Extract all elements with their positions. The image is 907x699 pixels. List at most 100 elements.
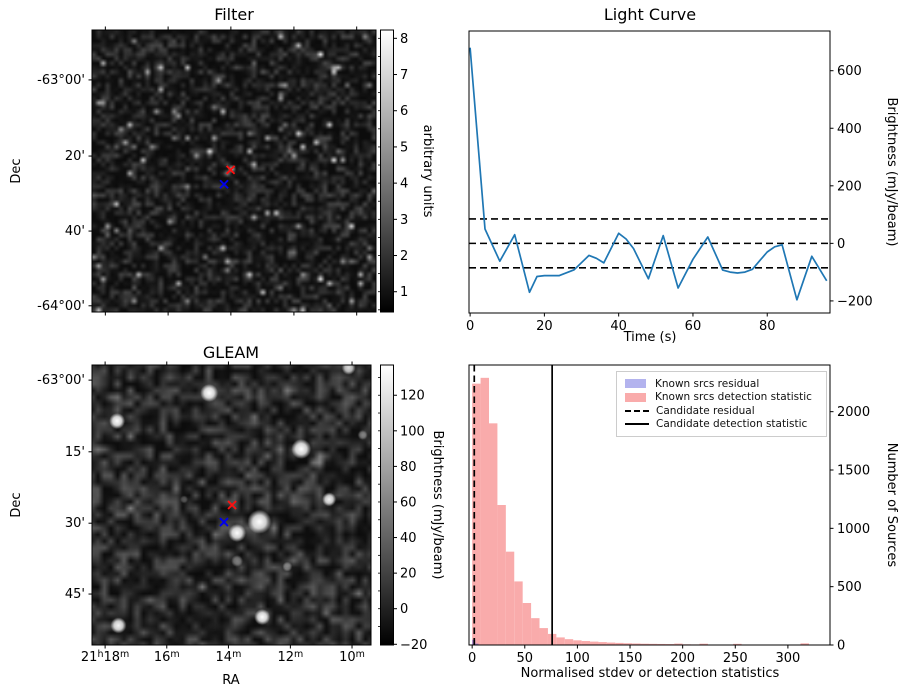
gleam-ytick-label: 30' [65,516,85,531]
histogram-detection-bar [556,637,565,645]
histogram-axes-frame [468,364,831,646]
histogram-detection-bar [657,643,666,645]
histogram-ytick-label: 1500 [837,464,870,479]
lightcurve-xtick-label: 20 [536,319,553,334]
histogram-xtick-label: 50 [517,651,534,666]
generated-chart-layer: -63°00' 20' 40' -64°00' 21h18m 16m 14m 12m 10m -6… [37,26,873,666]
gleam-ylabel: Dec [9,492,24,517]
histogram-detection-bar [505,551,515,645]
filter-colorbar-gradient [380,30,394,312]
histogram-detection-bar [539,628,548,645]
legend-solid-line-sample [625,423,649,426]
gleam-xtick-label: 16m [154,649,180,665]
lightcurve-ylabel: Brightness (mJy/beam) [884,98,899,247]
lightcurve-ytick-label: −200 [837,294,873,309]
histogram-detection-bar [615,642,624,645]
legend-label: Candidate residual [656,404,755,417]
histogram-detection-bar [480,377,489,645]
gleam-ytick-label: 45' [65,587,85,602]
lightcurve-series-line [469,47,828,301]
lightcurve-ytick-label: 0 [837,237,845,252]
gleam-title: GLEAM [203,343,259,362]
histogram-detection-bar [800,643,809,645]
filter-colorbar-tick-label: 8 [400,32,408,47]
filter-colorbar-tick-label: 6 [400,104,408,119]
histogram-ylabel: Number of Sources [884,443,899,568]
legend-dashed-line-sample [625,409,649,412]
gleam-colorbar-tick-label: 80 [400,460,417,475]
histogram-detection-bar [522,603,532,645]
filter-candidate-marker-red-x [225,165,236,175]
filter-ytick-label: -63°00' [37,73,85,88]
gleam-colorbar-gradient [380,365,394,645]
legend-swatch-pink-patch [625,392,646,402]
legend-item-candidate-detection: Candidate detection statistic [625,418,818,431]
lightcurve-ytick-label: 200 [837,179,862,194]
filter-heatmap-image [92,30,376,312]
histogram-detection-bar [640,643,649,645]
legend-label: Known srcs detection statistic [655,391,812,404]
filter-colorbar-tick-label: 4 [400,177,408,192]
filter-colorbar-label: arbitrary units [420,125,435,218]
gleam-axes-frame [91,364,372,646]
histogram-xtick-label: 200 [670,651,695,666]
filter-catalog-marker-blue-x [219,179,229,189]
gleam-xtick-label: 14m [216,649,242,665]
histogram-ytick-label: 0 [837,639,845,654]
legend-label: Known srcs residual [655,377,760,390]
filter-ytick-label: -64°00' [37,299,85,314]
lightcurve-ytick-label: 400 [837,122,862,137]
histogram-detection-bar [623,643,633,645]
filter-colorbar-tick-label: 1 [400,285,408,300]
histogram-xtick-label: 150 [618,651,643,666]
histogram-detection-bar [497,505,506,645]
histogram-legend: Known srcs residual Known srcs detection… [616,371,827,437]
lightcurve-title: Light Curve [604,5,696,24]
gleam-colorbar-tick-label: 20 [400,567,417,582]
lightcurve-axes-frame [468,30,831,314]
histogram-detection-bar [514,581,523,645]
gleam-candidate-marker-red-x [227,500,237,510]
gleam-colorbar-tick-label: 120 [400,389,425,404]
histogram-detection-bar [606,642,616,645]
histogram-residual-bar [475,643,479,645]
legend-swatch-blue-patch [625,379,646,388]
histogram-xtick-label: 0 [468,651,476,666]
gleam-colorbar-frame [380,364,394,646]
filter-colorbar-tick-label: 5 [400,140,408,155]
legend-label: Candidate detection statistic [656,418,808,431]
lightcurve-ytick-label: 600 [837,64,862,79]
histogram-xtick-label: 250 [723,651,748,666]
histogram-ytick-label: 1000 [837,522,870,537]
histogram-xlabel: Normalised stdev or detection statistics [521,666,780,681]
histogram-detection-bar [531,618,540,645]
gleam-ytick-label: 15' [65,445,85,460]
gleam-colorbar-tick-label: 40 [400,531,417,546]
legend-item-known-srcs-detection: Known srcs detection statistic [625,391,818,404]
filter-colorbar-frame [380,29,394,313]
histogram-detection-bar [733,643,742,645]
histogram-detection-bar [648,643,658,645]
histogram-detection-bar [598,642,607,645]
lightcurve-xtick-label: 40 [610,319,627,334]
gleam-xtick-label: 12m [277,649,303,665]
legend-item-candidate-residual: Candidate residual [625,404,818,417]
lightcurve-xlabel: Time (s) [623,330,677,345]
filter-colorbar-tick-label: 3 [400,213,408,228]
legend-item-known-srcs-residual: Known srcs residual [625,377,818,390]
gleam-colorbar-tick-label: 100 [400,424,425,439]
lightcurve-xtick-label: 60 [685,319,702,334]
histogram-detection-bar [699,643,708,645]
gleam-colorbar-tick-label: 0 [400,602,408,617]
histogram-ytick-label: 500 [837,580,862,595]
gleam-colorbar-tick-label: 60 [400,495,417,510]
filter-axes-frame [91,29,377,313]
filter-colorbar-tick-label: 7 [400,68,408,83]
histogram-detection-bar [590,641,599,645]
histogram-detection-bar [573,640,582,645]
gleam-xlabel: RA [222,673,240,688]
histogram-detection-bar [581,641,591,645]
gleam-ytick-label: -63°00' [37,373,85,388]
